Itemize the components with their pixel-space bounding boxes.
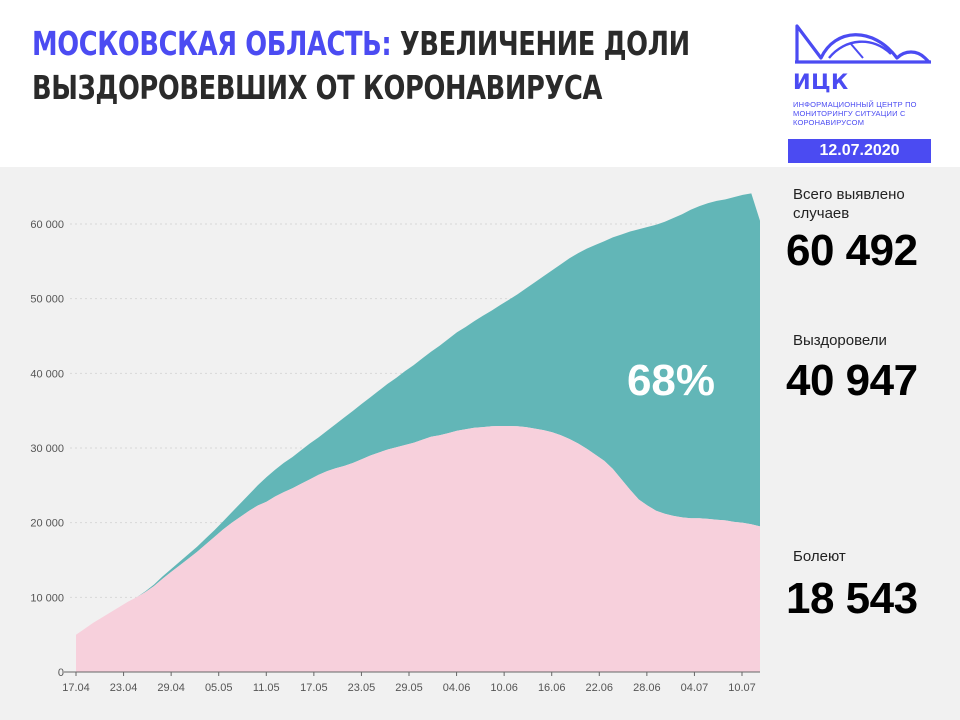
x-tick-label: 16.06 (538, 682, 566, 694)
recovered-value: 40 947 (786, 356, 918, 405)
arches-icon (795, 24, 931, 64)
x-tick-label: 23.04 (110, 682, 138, 694)
x-tick-label: 10.07 (728, 682, 756, 694)
y-tick-label: 0 (58, 667, 64, 679)
recovered-label: Выздоровели (793, 332, 887, 349)
x-tick-label: 22.06 (586, 682, 614, 694)
title-topic: УВЕЛИЧЕНИЕ ДОЛИ (391, 24, 690, 63)
x-tick-label: 23.05 (348, 682, 376, 694)
x-tick-label: 28.06 (633, 682, 661, 694)
area-chart: 0 10 000 20 000 30 000 40 000 50 000 60 000 17.… (30, 193, 760, 694)
x-tick-label: 05.05 (205, 682, 233, 694)
y-tick-label: 20 000 (30, 518, 64, 530)
x-tick-label: 17.04 (62, 682, 90, 694)
recovered-share-label: 68% (627, 356, 715, 405)
x-tick-label: 04.07 (681, 682, 709, 694)
page-title: МОСКОВСКАЯ ОБЛАСТЬ: УВЕЛИЧЕНИЕ ДОЛИ ВЫЗДО… (32, 22, 690, 110)
y-tick-label: 60 000 (30, 219, 64, 231)
title-region: МОСКОВСКАЯ ОБЛАСТЬ: (32, 24, 392, 63)
logo-name: ИЦК (793, 70, 849, 94)
y-tick-label: 50 000 (30, 294, 64, 306)
y-tick-label: 10 000 (30, 592, 64, 604)
total-label: Всего выявлено случаев (793, 186, 905, 222)
y-tick-label: 30 000 (30, 443, 64, 455)
itsk-logo: ИЦК ИНФОРМАЦИОННЫЙ ЦЕНТР ПО МОНИТОРИНГУ … (793, 20, 933, 127)
date-badge: 12.07.2020 (788, 139, 931, 163)
chart-panel: 0 10 000 20 000 30 000 40 000 50 000 60 000 17.… (0, 167, 960, 720)
sick-value: 18 543 (786, 574, 918, 623)
x-tick-label: 29.05 (395, 682, 423, 694)
x-tick-label: 29.04 (157, 682, 185, 694)
sick-label: Болеют (793, 548, 846, 565)
total-value: 60 492 (786, 226, 918, 275)
sick-area (76, 426, 760, 672)
y-tick-label: 40 000 (30, 368, 64, 380)
title-line-2: ВЫЗДОРОВЕВШИХ ОТ КОРОНАВИРУСА (32, 68, 603, 107)
x-tick-label: 04.06 (443, 682, 471, 694)
x-tick-label: 17.05 (300, 682, 328, 694)
x-tick-label: 11.05 (253, 682, 280, 694)
recovered-area (76, 193, 760, 635)
logo-subtitle: ИНФОРМАЦИОННЫЙ ЦЕНТР ПО МОНИТОРИНГУ СИТУ… (793, 100, 917, 127)
x-tick-label: 10.06 (490, 682, 518, 694)
